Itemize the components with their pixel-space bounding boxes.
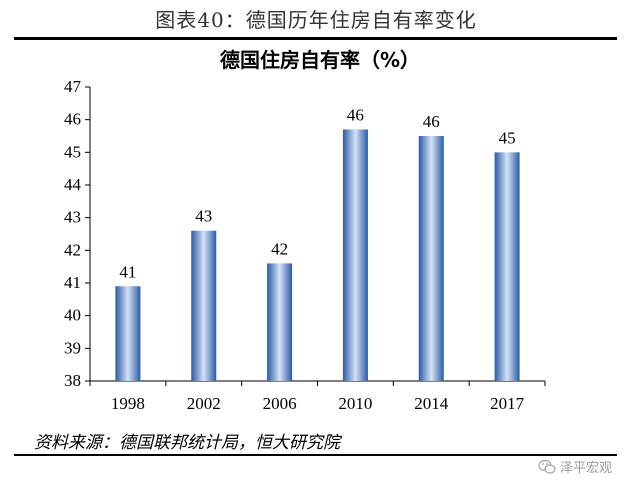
- chart-title: 德国住房自有率（%）: [220, 48, 420, 72]
- data-label-2017: 45: [499, 128, 516, 147]
- y-tick-label: 47: [64, 77, 82, 96]
- bar-2002: [191, 230, 217, 381]
- x-tick-label-1998: 1998: [111, 394, 145, 413]
- bar-chart: 德国住房自有率（%） 38 39 40 41 42 43 44 45 46 47 41 1998 43 2…: [64, 48, 546, 413]
- figure-caption: 图表40：德国历年住房自有率变化: [155, 8, 477, 32]
- x-tick-label-2017: 2017: [490, 394, 525, 413]
- y-tick-label: 40: [64, 306, 81, 325]
- watermark-text: 泽平宏观: [559, 461, 612, 476]
- y-tick-label: 38: [64, 371, 81, 390]
- data-label-2002: 43: [195, 207, 212, 226]
- data-label-1998: 41: [119, 262, 136, 281]
- data-label-2014: 46: [423, 112, 440, 131]
- y-tick-label: 46: [64, 110, 81, 129]
- y-tick-label: 45: [64, 142, 81, 161]
- y-tick-label: 42: [64, 240, 81, 259]
- y-tick-label: 44: [64, 175, 82, 194]
- wechat-icon: [538, 459, 556, 474]
- source-note: 资料来源：德国联邦统计局，恒大研究院: [34, 433, 340, 453]
- x-tick-label-2014: 2014: [414, 394, 449, 413]
- data-label-2010: 46: [347, 105, 364, 124]
- bar-1998: [115, 286, 141, 381]
- bar-2014: [418, 136, 444, 381]
- x-tick-label-2002: 2002: [187, 394, 221, 413]
- y-tick-label: 39: [64, 338, 81, 357]
- x-tick-label-2010: 2010: [338, 394, 372, 413]
- bar-2010: [342, 129, 368, 381]
- top-rule: [14, 37, 617, 40]
- x-tick-label-2006: 2006: [263, 394, 297, 413]
- watermark: 泽平宏观: [538, 457, 612, 476]
- data-label-2006: 42: [271, 239, 288, 258]
- bar-2006: [267, 263, 293, 381]
- y-tick-label: 41: [64, 273, 81, 292]
- bottom-rule: [14, 454, 617, 456]
- y-tick-label: 43: [64, 208, 81, 227]
- bar-2017: [494, 152, 520, 381]
